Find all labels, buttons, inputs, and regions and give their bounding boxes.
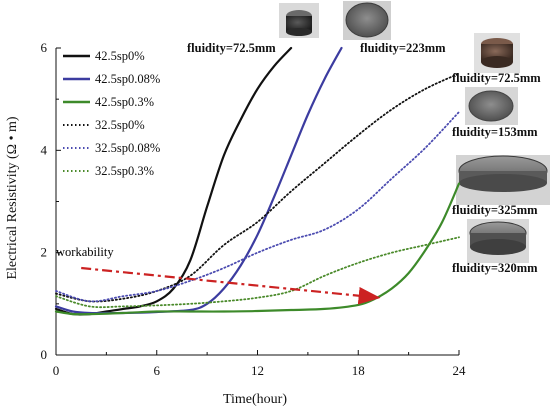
annotation-fluidity-1: fluidity=72.5mm [187,41,276,55]
sample-photo-5 [456,155,550,205]
sample-photos [279,1,550,263]
x-ticks: 0 6 12 18 24 [53,350,466,378]
series-line-2 [54,182,461,316]
x-tick-label: 6 [154,363,161,378]
annotations: fluidity=72.5mm fluidity=223mm fluidity=… [56,41,541,275]
x-tick-label: 18 [352,363,365,378]
x-tick-label: 0 [53,363,60,378]
x-tick-label: 12 [251,363,264,378]
legend-label-5: 32.5sp0.3% [95,164,154,178]
sample-photo-1 [279,3,319,38]
annotation-workability: workability [56,245,114,259]
annotation-fluidity-3: fluidity=72.5mm [452,71,541,85]
series-line-0 [54,46,293,316]
legend-label-3: 32.5sp0% [95,118,145,132]
series-line-3 [55,72,460,303]
y-ticks: 0 2 4 6 [41,40,61,362]
annotation-fluidity-4: fluidity=153mm [452,125,538,139]
legend-label-2: 42.5sp0.3% [95,95,154,109]
sample-photo-2 [343,1,391,40]
legend: 42.5sp0% 42.5sp0.08% 42.5sp0.3% 32.5sp0% 32.… [63,49,160,178]
legend-label-1: 42.5sp0.08% [95,72,160,86]
y-axis-title: Electrical Resistivity (Ω • m) [5,116,20,279]
annotation-fluidity-2: fluidity=223mm [360,41,446,55]
y-tick-label: 0 [41,347,48,362]
x-axis-title: Time(hour) [223,392,287,407]
legend-label-4: 32.5sp0.08% [95,141,160,155]
series-layer [54,46,461,316]
sample-photo-4 [465,87,518,125]
series-line-1 [54,46,343,315]
series-line-5 [55,236,460,309]
annotation-fluidity-6: fluidity=320mm [452,261,538,275]
series-line-4 [55,111,460,303]
legend-label-0: 42.5sp0% [95,49,145,63]
x-tick-label: 24 [453,363,467,378]
annotation-fluidity-5: fluidity=325mm [452,203,538,217]
sample-photo-6 [467,219,529,263]
y-tick-label: 4 [41,142,48,157]
sample-photo-3 [474,33,520,73]
workability-arrow [81,266,381,305]
y-tick-label: 2 [41,245,48,260]
y-tick-label: 6 [41,40,48,55]
